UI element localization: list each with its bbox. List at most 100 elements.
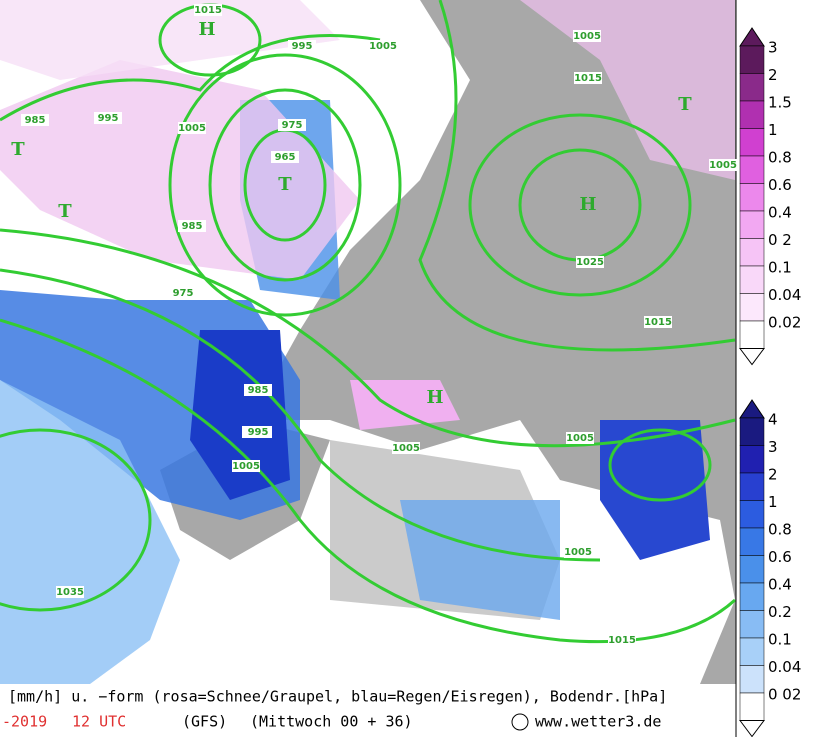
isobar-label-bg	[232, 460, 260, 472]
scale-label: 1	[768, 121, 778, 139]
caption-time: 12 UTC	[72, 713, 126, 731]
scale-label: 2	[768, 66, 778, 84]
scale-swatch	[739, 45, 765, 74]
scale-label: 4	[768, 411, 778, 429]
scale-swatch	[739, 582, 765, 611]
caption-bg	[0, 684, 736, 737]
scale-swatch	[739, 265, 765, 294]
scale-swatch	[739, 293, 765, 322]
scale-label: 3	[768, 438, 778, 456]
caption-source: www.wetter3.de	[535, 713, 661, 731]
scale-label: 0.1	[768, 631, 792, 649]
isobar-label: 995	[98, 113, 119, 124]
scale-swatch	[739, 210, 765, 239]
copyright-icon	[511, 713, 529, 731]
isobar-label-bg	[194, 4, 222, 16]
isobar-label: 1005	[709, 160, 737, 171]
isobar-label: 1025	[576, 257, 604, 268]
snow-north	[0, 60, 360, 280]
isobar-label: 1015	[608, 635, 636, 646]
pressure-center: T	[11, 139, 25, 160]
scale-label: 0.4	[768, 576, 792, 594]
pressure-center: H	[426, 387, 443, 408]
scale-label: 0.8	[768, 149, 792, 167]
snow-east	[520, 0, 735, 180]
rain-med	[400, 500, 560, 620]
scale-label: 0.04	[768, 286, 801, 304]
isobar-label-bg	[369, 40, 397, 52]
scale-swatch	[739, 183, 765, 212]
isobar-label: 1005	[392, 443, 420, 454]
scale-swatch	[739, 610, 765, 639]
scale-swatch	[739, 555, 765, 584]
rain-east	[600, 420, 710, 560]
isobar-label-bg	[576, 256, 604, 268]
isobar-label-bg	[564, 546, 592, 558]
pressure-center: T	[678, 94, 692, 115]
isobar-label-bg	[178, 122, 206, 134]
scale-swatch	[739, 500, 765, 529]
scale-label: 0.2	[768, 603, 792, 621]
isobar-label: 985	[25, 115, 46, 126]
isobar-label: 995	[292, 41, 313, 52]
isobar-label: 1005	[566, 433, 594, 444]
isobar-label-bg	[56, 586, 84, 598]
isobar-label: 1035	[56, 587, 84, 598]
scale-label: 0 02	[768, 686, 801, 704]
scale-swatch	[739, 445, 765, 474]
snow-arctic	[0, 0, 340, 80]
scale-swatch	[739, 128, 765, 157]
isobar-label: 995	[248, 427, 269, 438]
scale-label: 1	[768, 493, 778, 511]
scale-label: 0 2	[768, 231, 792, 249]
scale-label: 0.02	[768, 314, 801, 332]
scale-arrow	[739, 720, 765, 737]
isobar-label: 1005	[564, 547, 592, 558]
isobar-label-bg	[244, 426, 272, 438]
isobar-label-bg	[566, 432, 594, 444]
isobar-label: 975	[282, 120, 303, 131]
scale-arrow	[739, 348, 765, 366]
pressure-center: T	[278, 174, 292, 195]
scale-swatch	[739, 692, 765, 721]
isobar-label: 985	[248, 385, 269, 396]
scale-swatch	[739, 238, 765, 267]
isobar-label-bg	[21, 114, 49, 126]
caption-date: -2019	[2, 713, 47, 731]
isobar-label-bg	[709, 159, 737, 171]
scale-swatch	[739, 320, 765, 349]
isobar-label-bg	[608, 634, 636, 646]
isobar-label: 1015	[574, 73, 602, 84]
isobar-label-bg	[278, 119, 306, 131]
scale-arrow	[739, 399, 765, 419]
isobar-label: 985	[182, 221, 203, 232]
isobar-label: 1005	[232, 461, 260, 472]
isobar-label-bg	[244, 384, 272, 396]
isobars	[0, 0, 737, 644]
isobar-label-bg	[94, 112, 122, 124]
scale-label: 0.6	[768, 176, 792, 194]
isobar-label-bg	[392, 442, 420, 454]
caption-run: (Mittwoch 00 + 36)	[250, 713, 413, 731]
caption-line: [mm/h] u. −form (rosa=Schnee/Graupel, bl…	[8, 688, 667, 706]
scale-label: 0.8	[768, 521, 792, 539]
isobar-label-bg	[271, 151, 299, 163]
scale-label: 0.1	[768, 259, 792, 277]
isobar-label-bg	[573, 30, 601, 42]
isobar-label-bg	[644, 316, 672, 328]
scale-swatch	[739, 155, 765, 184]
isobar-label: 1005	[573, 31, 601, 42]
isobar-label: 975	[173, 288, 194, 299]
isobar-label: 1005	[369, 41, 397, 52]
scale-arrow	[739, 27, 765, 47]
scale-swatch	[739, 637, 765, 666]
isobar-label-bg	[169, 287, 197, 299]
snow-alps	[350, 380, 460, 430]
isobar-label: 1015	[194, 5, 222, 16]
pressure-center: H	[579, 194, 596, 215]
scale-swatch	[739, 527, 765, 556]
scale-swatch	[739, 73, 765, 102]
scale-label: 0.4	[768, 204, 792, 222]
